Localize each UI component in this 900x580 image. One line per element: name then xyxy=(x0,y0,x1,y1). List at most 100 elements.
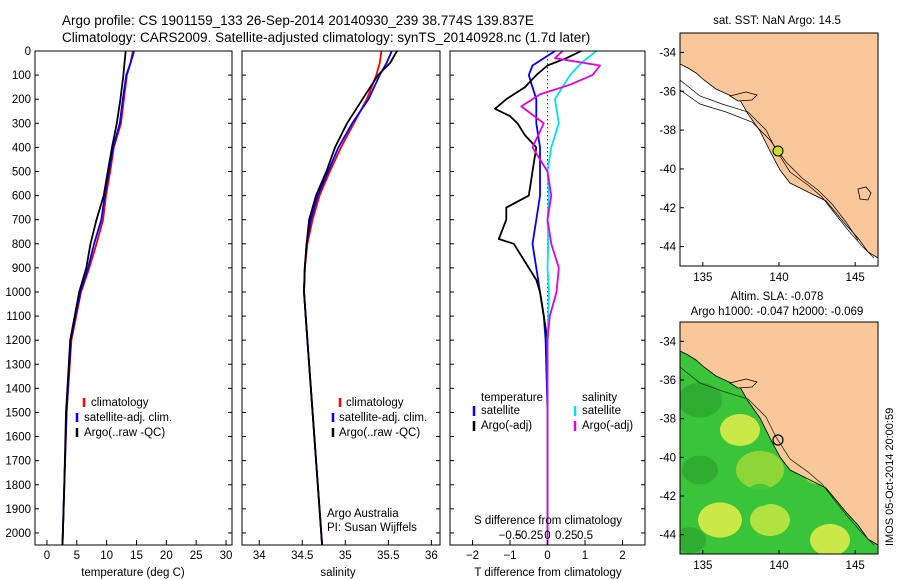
legend-temperature-title: temperature xyxy=(481,392,543,404)
lat-tick-label: -34 xyxy=(659,336,676,348)
x-tick-label: 30 xyxy=(220,550,233,562)
x-tick-label: 2 xyxy=(619,550,625,562)
sla-anomaly-patch xyxy=(746,483,774,507)
s-tick-label: 0 xyxy=(544,530,550,542)
s-tick-label: −0.25 xyxy=(514,530,543,542)
legend-argo-label: Argo(..raw -QC) xyxy=(84,427,165,439)
x-tick-label: 0 xyxy=(44,550,50,562)
x-tick-label: 25 xyxy=(190,550,203,562)
legend-t-argo-label: Argo(-adj) xyxy=(481,420,532,432)
legend-climatology-label: climatology xyxy=(346,397,404,409)
australia-land xyxy=(680,322,878,546)
depth-tick-label: 400 xyxy=(12,142,31,154)
series-line-climatology xyxy=(303,50,383,546)
sla-anomaly-patch xyxy=(680,527,706,553)
depth-tick-label: 1300 xyxy=(5,359,31,371)
series-line-climatology xyxy=(61,50,134,546)
series-line-s-argo xyxy=(520,50,601,545)
legend-satellite-label: satellite-adj. clim. xyxy=(84,412,172,424)
sst-map-axes: 135 140 145 -34 -36 -38 -40 -42 -44 xyxy=(659,47,864,284)
x-tick-label: 10 xyxy=(100,550,113,562)
legend-argo-label: Argo(..raw -QC) xyxy=(339,427,420,439)
t-difference-xlabel: T difference from climatology xyxy=(474,567,621,579)
salinity-xlabel: salinity xyxy=(320,567,355,579)
sla-anomaly-patch xyxy=(682,455,718,485)
depth-tick-label: 1800 xyxy=(5,480,31,492)
lat-tick-label: -40 xyxy=(659,452,676,464)
figure-title-line2: Climatology: CARS2009. Satellite-adjuste… xyxy=(62,30,590,45)
australia-land xyxy=(680,33,878,259)
depth-tick-label: 800 xyxy=(12,239,31,251)
depth-tick-label: 500 xyxy=(12,166,31,178)
legend-s-satellite-label: satellite xyxy=(582,405,621,417)
depth-tick-label: 900 xyxy=(12,263,31,275)
salinity-panel: 34 34.5 35 35.5 36 salinity climatology sate… xyxy=(241,50,441,579)
x-tick-label: 0 xyxy=(544,550,550,562)
depth-tick-label: 2000 xyxy=(5,528,31,540)
imos-timestamp: IMOS 05-Oct-2014 20:00:59 xyxy=(884,408,896,546)
x-tick-label: −1 xyxy=(503,550,516,562)
depth-tick-label: 1100 xyxy=(6,311,31,323)
x-tick-label: 15 xyxy=(130,550,143,562)
sla-anomaly-patch xyxy=(680,382,722,418)
lon-tick-label: 135 xyxy=(693,272,712,284)
x-tick-label: 35 xyxy=(339,550,352,562)
sla-map-body xyxy=(680,322,878,554)
depth-tick-label: 1200 xyxy=(5,335,31,347)
x-tick-label: −2 xyxy=(466,550,479,562)
depth-tick-label: 200 xyxy=(12,94,31,106)
lat-tick-label: -34 xyxy=(659,47,676,59)
s-difference-axis: −0.5−0.25 0 0.25 0.5 xyxy=(499,530,593,542)
depth-tick-label: 1700 xyxy=(5,456,31,468)
sla-anomaly-patch xyxy=(720,414,760,446)
temperature-xlabel: temperature (deg C) xyxy=(81,567,185,579)
lon-tick-label: 145 xyxy=(846,272,865,284)
salinity-legend: climatology satellite-adj. clim. Argo(..… xyxy=(331,397,427,439)
sst-map-title: sat. SST: NaN Argo: 14.5 xyxy=(713,15,841,27)
x-tick-label: 35.5 xyxy=(377,550,399,562)
sla-anomaly-patch xyxy=(810,524,850,554)
tasmania-north xyxy=(857,186,872,201)
x-tick-label: 20 xyxy=(160,550,173,562)
depth-axis: 0 100 200 300 400 500 600 700 800 900 1000 1100 1200… xyxy=(5,46,232,540)
argo-float-marker xyxy=(772,434,784,446)
depth-tick-label: 600 xyxy=(12,191,31,203)
lat-tick-label: -44 xyxy=(659,530,676,542)
sst-map-panel: sat. SST: NaN Argo: 14.5 135 140 145 -34 -36… xyxy=(659,15,879,284)
depth-tick-label: 1000 xyxy=(5,287,31,299)
legend-satellite-label: satellite-adj. clim. xyxy=(339,412,427,424)
lat-tick-label: -42 xyxy=(659,203,676,215)
lon-tick-label: 140 xyxy=(769,272,788,284)
depth-tick-label: 300 xyxy=(12,118,31,130)
x-tick-label: 34.5 xyxy=(291,550,313,562)
sla-anomaly-patch xyxy=(750,504,790,536)
lat-tick-label: -44 xyxy=(659,242,676,254)
salinity-x-axis: 34 34.5 35 35.5 36 xyxy=(253,540,438,562)
x-tick-label: 36 xyxy=(425,550,438,562)
sla-map-panel: Altim. SLA: -0.078 Argo h1000: -0.047 h2… xyxy=(659,291,896,572)
legend-salinity-title: salinity xyxy=(582,392,617,404)
lat-tick-label: -40 xyxy=(659,164,676,176)
temperature-x-axis: 0 5 10 15 20 25 30 xyxy=(44,540,233,562)
lon-tick-label: 145 xyxy=(846,560,865,572)
sla-anomaly-patch xyxy=(736,450,784,490)
shelf-contour xyxy=(680,366,875,546)
difference-panel: −2 −1 0 1 2 −0.5−0.25 0 0.25 0.5 S difference f… xyxy=(449,50,646,579)
depth-tick-label: 1400 xyxy=(5,383,31,395)
s-difference-label: S difference from climatology xyxy=(474,515,622,527)
s-tick-label: 0.5 xyxy=(577,530,593,542)
depth-tick-label: 0 xyxy=(25,46,31,58)
temperature-frame xyxy=(34,50,233,546)
lat-tick-label: -38 xyxy=(659,414,676,426)
salinity-frame xyxy=(241,50,441,546)
depth-tick-label: 1600 xyxy=(5,432,31,444)
sla-map-title-line2: Argo h1000: -0.047 h2000: -0.069 xyxy=(691,306,864,318)
kangaroo-island xyxy=(728,378,758,389)
lon-tick-label: 135 xyxy=(693,560,712,572)
sla-anomaly-patch xyxy=(698,502,742,538)
deep-contour xyxy=(680,89,859,241)
figure-title-line1: Argo profile: CS 1901159_133 26-Sep-2014… xyxy=(62,13,534,28)
temperature-legend: climatology satellite-adj. clim. Argo(..… xyxy=(75,397,172,439)
argo-float-marker xyxy=(772,145,784,157)
shelf-contour xyxy=(680,79,875,259)
